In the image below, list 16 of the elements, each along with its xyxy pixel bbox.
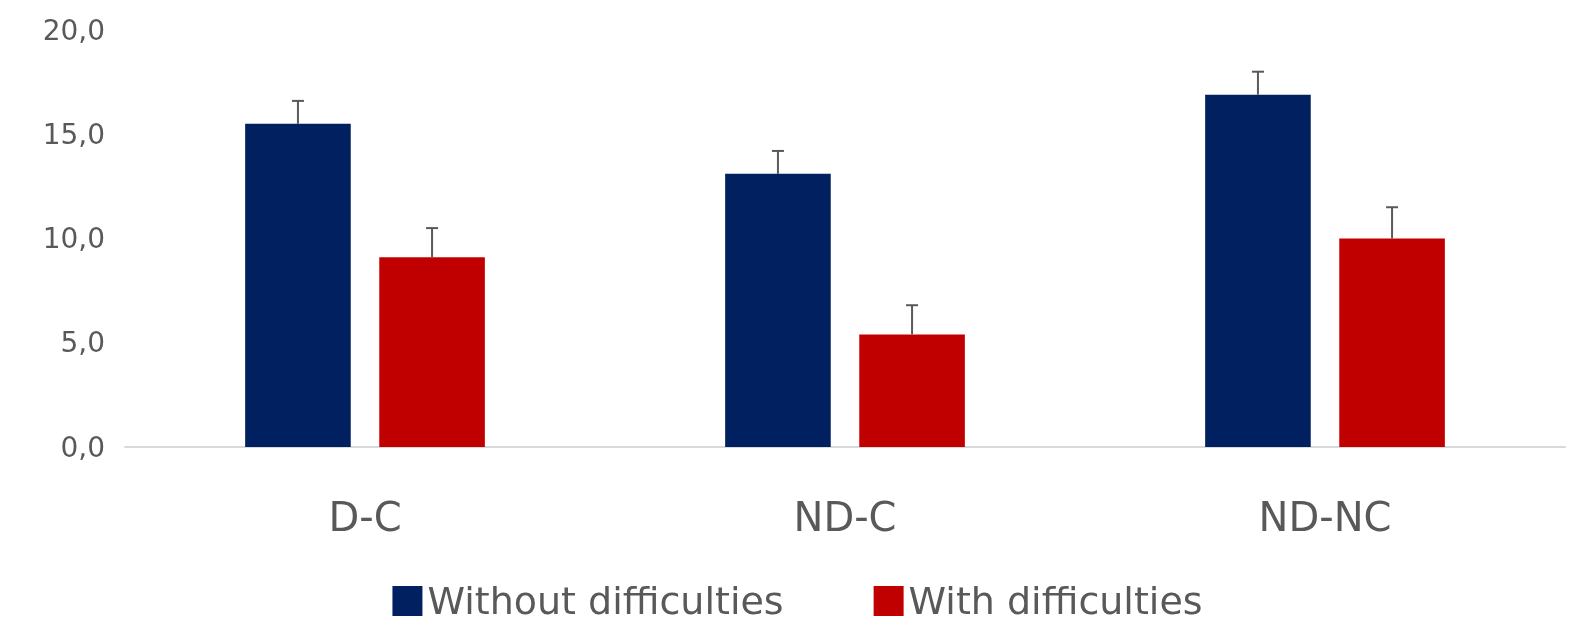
y-tick-label: 10,0: [42, 222, 105, 255]
y-tick-label: 20,0: [42, 13, 105, 47]
legend-label: With difficulties: [908, 579, 1203, 623]
y-tick-label: 0,0: [60, 430, 105, 464]
x-tick-label: ND-C: [793, 494, 897, 540]
x-tick-label: D-C: [328, 494, 402, 540]
bar: [1205, 94, 1311, 447]
bar: [245, 123, 351, 447]
y-tick-label: 15,0: [42, 117, 105, 151]
bar: [725, 173, 831, 447]
y-tick-label: 5,0: [60, 326, 105, 360]
bar: [379, 257, 485, 447]
x-tick-label: ND-NC: [1258, 494, 1392, 540]
bar: [1339, 238, 1445, 447]
legend-label: Without difficulties: [427, 579, 784, 623]
bar: [859, 334, 965, 447]
